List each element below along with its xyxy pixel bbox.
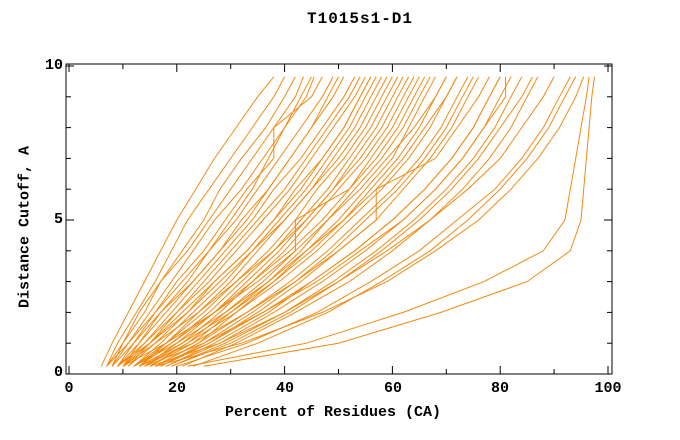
model-accuracy-curve [117, 76, 323, 367]
model-accuracy-curve [111, 76, 339, 367]
model-accuracy-curve [154, 76, 436, 367]
model-accuracy-curve [187, 76, 590, 367]
model-accuracy-curve [106, 76, 286, 367]
x-tick-label-80: 80 [490, 380, 509, 397]
model-accuracy-curve [154, 76, 469, 367]
model-accuracy-curve [155, 76, 585, 367]
model-accuracy-curve [122, 76, 447, 367]
model-accuracy-curve [138, 76, 447, 367]
x-axis-title: Percent of Residues (CA) [224, 404, 442, 421]
model-accuracy-curve [100, 76, 275, 367]
x-tick-label-40: 40 [275, 380, 294, 397]
model-accuracy-curve [106, 76, 296, 367]
model-accuracy-curve [144, 76, 458, 367]
x-tick-label-20: 20 [167, 380, 186, 397]
model-accuracy-curve [165, 76, 512, 367]
model-accuracy-curve [149, 76, 555, 367]
model-accuracy-curve [203, 76, 595, 367]
model-accuracy-curve [182, 76, 539, 367]
model-accuracy-curve [122, 76, 372, 367]
model-accuracy-curve [171, 76, 523, 367]
y-tick-label-0: 0 [53, 364, 63, 381]
model-accuracy-curve [117, 76, 334, 367]
model-accuracy-curve [122, 76, 345, 367]
model-accuracy-curve [144, 76, 415, 367]
model-accuracy-curve [111, 76, 315, 367]
model-accuracy-curve [117, 76, 366, 367]
chart-title: T1015s1-D1 [306, 10, 413, 28]
model-accuracy-curve [192, 76, 577, 367]
model-accuracy-curve [138, 76, 399, 367]
x-tick-label-100: 100 [594, 380, 622, 397]
model-accuracy-curve [117, 76, 388, 367]
model-accuracy-curve [160, 76, 474, 367]
model-accuracy-curve [155, 76, 501, 367]
model-accuracy-curve [176, 76, 571, 367]
model-accuracy-curve [127, 76, 361, 367]
model-accuracy-curve [171, 76, 533, 367]
model-accuracy-curve [149, 76, 420, 367]
model-accuracy-curve [106, 76, 312, 367]
x-tick-label-60: 60 [383, 380, 402, 397]
y-tick-label-5: 5 [53, 211, 63, 228]
model-accuracy-curve [133, 76, 426, 367]
model-accuracy-curve [133, 76, 377, 367]
y-axis-title: Distance Cutoff, A [16, 145, 34, 309]
y-tick-label-10: 10 [44, 57, 63, 74]
model-accuracy-curve [122, 76, 410, 367]
x-tick-label-0: 0 [64, 380, 74, 397]
model-accuracy-curve [138, 76, 490, 367]
model-accuracy-curve [122, 76, 356, 367]
model-accuracy-curve [111, 76, 304, 367]
